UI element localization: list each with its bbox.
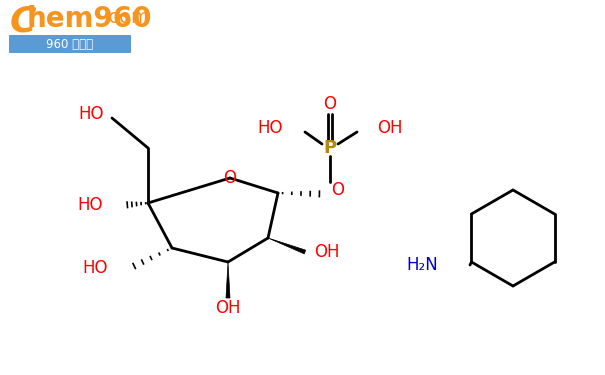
Text: P: P xyxy=(324,139,336,157)
Text: OH: OH xyxy=(377,119,402,137)
Text: HO: HO xyxy=(82,259,108,277)
Text: 960 化工网: 960 化工网 xyxy=(47,38,94,51)
Text: HO: HO xyxy=(77,196,103,214)
Text: O: O xyxy=(324,95,336,113)
FancyBboxPatch shape xyxy=(9,35,131,53)
Text: OH: OH xyxy=(215,299,241,317)
Text: HO: HO xyxy=(258,119,283,137)
Polygon shape xyxy=(268,238,306,254)
Text: hem960: hem960 xyxy=(27,5,152,33)
Text: OH: OH xyxy=(314,243,340,261)
Polygon shape xyxy=(226,262,230,298)
Text: HO: HO xyxy=(79,105,104,123)
Text: H₂N: H₂N xyxy=(406,256,438,274)
Text: .com: .com xyxy=(103,8,151,27)
Text: C: C xyxy=(10,5,36,39)
Text: O: O xyxy=(223,169,237,187)
Text: O: O xyxy=(332,181,344,199)
